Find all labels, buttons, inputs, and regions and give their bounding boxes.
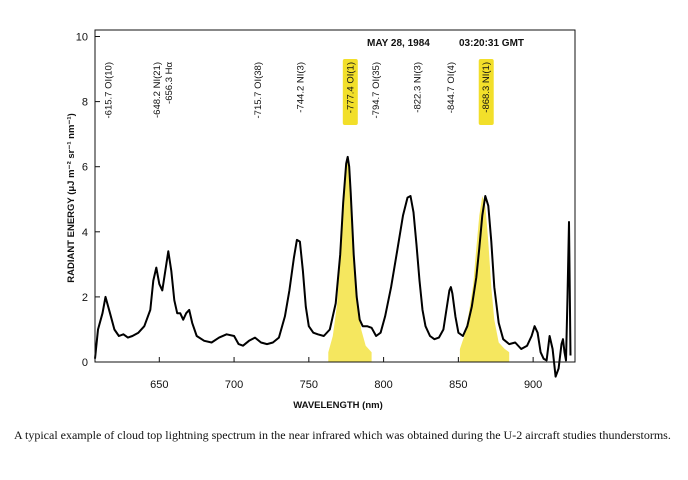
emission-line-label: -822.3 NI(3): [412, 62, 423, 113]
y-tick-label: 6: [82, 162, 88, 174]
x-tick-label: 700: [225, 379, 243, 391]
x-tick-label: 650: [150, 379, 168, 391]
emission-line-label: -794.7 OI(35): [371, 62, 382, 119]
y-tick-label: 8: [82, 97, 88, 109]
emission-line-label: -844.7 OI(4): [446, 62, 457, 113]
emission-line-label: -744.2 NI(3): [296, 62, 307, 113]
x-axis-ticks: 650 700 750 800 850 900: [150, 357, 542, 391]
spectrum-line: [94, 155, 572, 378]
y-tick-label: 2: [82, 292, 88, 304]
x-tick-label: 900: [524, 379, 542, 391]
emission-line-label: -715.7 OI(38): [253, 62, 264, 119]
emission-line-label: -615.7 OI(10): [104, 62, 115, 119]
spectrum-chart: -615.7 OI(10) -648.2 NI(21) -656.3 Hα -715.…: [66, 29, 576, 411]
x-tick-label: 850: [449, 379, 467, 391]
emission-line-label: -777.4 OI(1): [345, 62, 356, 113]
highlighted-peaks: [328, 156, 510, 362]
emission-line-label: -868.3 NI(1): [481, 62, 492, 113]
x-axis-label: WAVELENGTH (nm): [293, 400, 383, 411]
y-axis-label: RADIANT ENERGY (μJ m⁻² sr⁻¹ nm⁻¹): [66, 113, 77, 283]
x-tick-label: 800: [374, 379, 392, 391]
y-tick-label: 4: [82, 227, 88, 239]
emission-line-labels: -615.7 OI(10) -648.2 NI(21) -656.3 Hα -715.…: [104, 59, 494, 125]
highlight-peak-1: [328, 156, 372, 362]
date-label: MAY 28, 1984: [367, 38, 430, 49]
emission-line-label: -648.2 NI(21): [152, 62, 163, 118]
line-label-highlight: [478, 59, 494, 125]
figure-caption: A typical example of cloud top lightning…: [14, 428, 671, 442]
time-label: 03:20:31 GMT: [459, 38, 524, 49]
x-tick-label: 750: [300, 379, 318, 391]
y-tick-label: 10: [76, 32, 88, 44]
y-tick-label: 0: [82, 357, 88, 369]
emission-line-label: -656.3 Hα: [164, 62, 175, 104]
line-label-highlight: [342, 59, 358, 125]
highlight-peak-2: [459, 196, 510, 362]
y-axis-ticks: 0 2 4 6 8 10: [76, 32, 100, 369]
plot-frame: [94, 29, 576, 363]
